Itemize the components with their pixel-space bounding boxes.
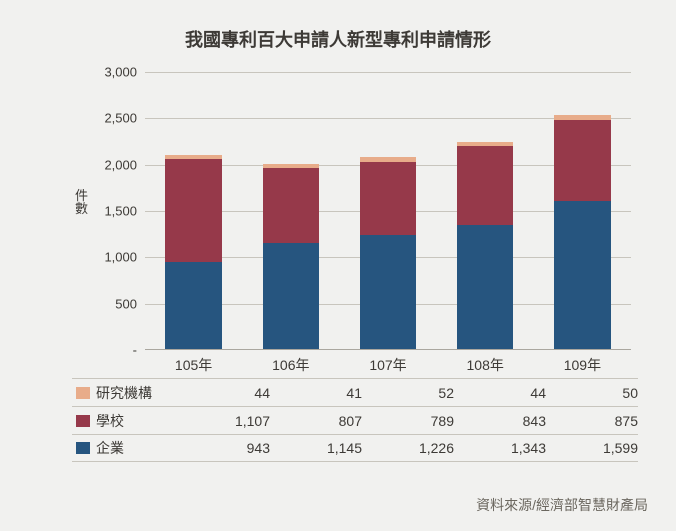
legend-entry-enterprise: 企業 xyxy=(72,438,178,458)
y-tick-label: 2,000 xyxy=(104,157,145,172)
table-cell: 41 xyxy=(270,385,362,401)
bar-segment-enterprise xyxy=(360,235,416,349)
y-tick-label: 2,500 xyxy=(104,111,145,126)
legend-swatch xyxy=(76,387,90,399)
table-cell: 44 xyxy=(178,385,270,401)
bar-segment-schools xyxy=(360,162,416,235)
bar-group xyxy=(360,157,416,349)
bar-segment-research xyxy=(165,155,221,159)
legend-entry-research: 研究機構 xyxy=(72,383,178,403)
bar-segment-enterprise xyxy=(165,262,221,349)
table-cell: 52 xyxy=(362,385,454,401)
bar-segment-schools xyxy=(554,120,610,201)
table-cell: 943 xyxy=(178,440,270,456)
bar-segment-research xyxy=(263,164,319,168)
legend-entry-schools: 學校 xyxy=(72,411,178,431)
table-row: 研究機構4441524450 xyxy=(72,378,638,406)
bar-segment-schools xyxy=(457,146,513,224)
bar-group xyxy=(457,142,513,349)
table-cell: 1,107 xyxy=(178,413,270,429)
table-cell: 875 xyxy=(546,413,638,429)
bar-segment-schools xyxy=(263,168,319,243)
legend-label: 研究機構 xyxy=(96,383,152,403)
table-cell: 843 xyxy=(454,413,546,429)
table-cell: 1,599 xyxy=(546,440,638,456)
chart-title: 我國專利百大申請人新型專利申請情形 xyxy=(0,26,676,52)
source-text: 資料來源/經濟部智慧財產局 xyxy=(476,495,648,515)
y-tick-label: 3,000 xyxy=(104,65,145,80)
x-category-label: 107年 xyxy=(369,349,406,375)
legend-label: 學校 xyxy=(96,411,124,431)
x-category-label: 106年 xyxy=(272,349,309,375)
gridline xyxy=(145,72,631,73)
y-tick-label: 1,000 xyxy=(104,250,145,265)
legend-swatch xyxy=(76,415,90,427)
bar-segment-schools xyxy=(165,159,221,262)
legend-label: 企業 xyxy=(96,438,124,458)
y-tick-label: 500 xyxy=(115,296,145,311)
table-row: 企業 9431,1451,2261,3431,599 xyxy=(72,434,638,462)
bar-segment-enterprise xyxy=(263,243,319,349)
y-tick-label: - xyxy=(133,343,145,358)
x-category-label: 109年 xyxy=(564,349,601,375)
bar-group xyxy=(165,155,221,349)
bar-segment-research xyxy=(457,142,513,146)
bar-group xyxy=(554,115,610,349)
y-tick-label: 1,500 xyxy=(104,204,145,219)
y-axis-label: 件數 xyxy=(75,189,88,216)
bar-segment-research xyxy=(554,115,610,120)
x-category-label: 105年 xyxy=(175,349,212,375)
table-cell: 789 xyxy=(362,413,454,429)
table-cell: 1,145 xyxy=(270,440,362,456)
table-cell: 807 xyxy=(270,413,362,429)
table-row: 學校 1,107807789843875 xyxy=(72,406,638,434)
table-cell: 44 xyxy=(454,385,546,401)
x-category-label: 108年 xyxy=(467,349,504,375)
plot-area: -5001,0001,5002,0002,5003,000105年106年107… xyxy=(145,72,631,350)
bar-segment-enterprise xyxy=(457,225,513,349)
data-table: 研究機構4441524450學校1,107807789843875企業9431,… xyxy=(72,378,638,462)
bar-segment-enterprise xyxy=(554,201,610,349)
bar-segment-research xyxy=(360,157,416,162)
table-cell: 50 xyxy=(546,385,638,401)
table-cell: 1,226 xyxy=(362,440,454,456)
table-cell: 1,343 xyxy=(454,440,546,456)
legend-swatch xyxy=(76,442,90,454)
bar-group xyxy=(263,164,319,349)
